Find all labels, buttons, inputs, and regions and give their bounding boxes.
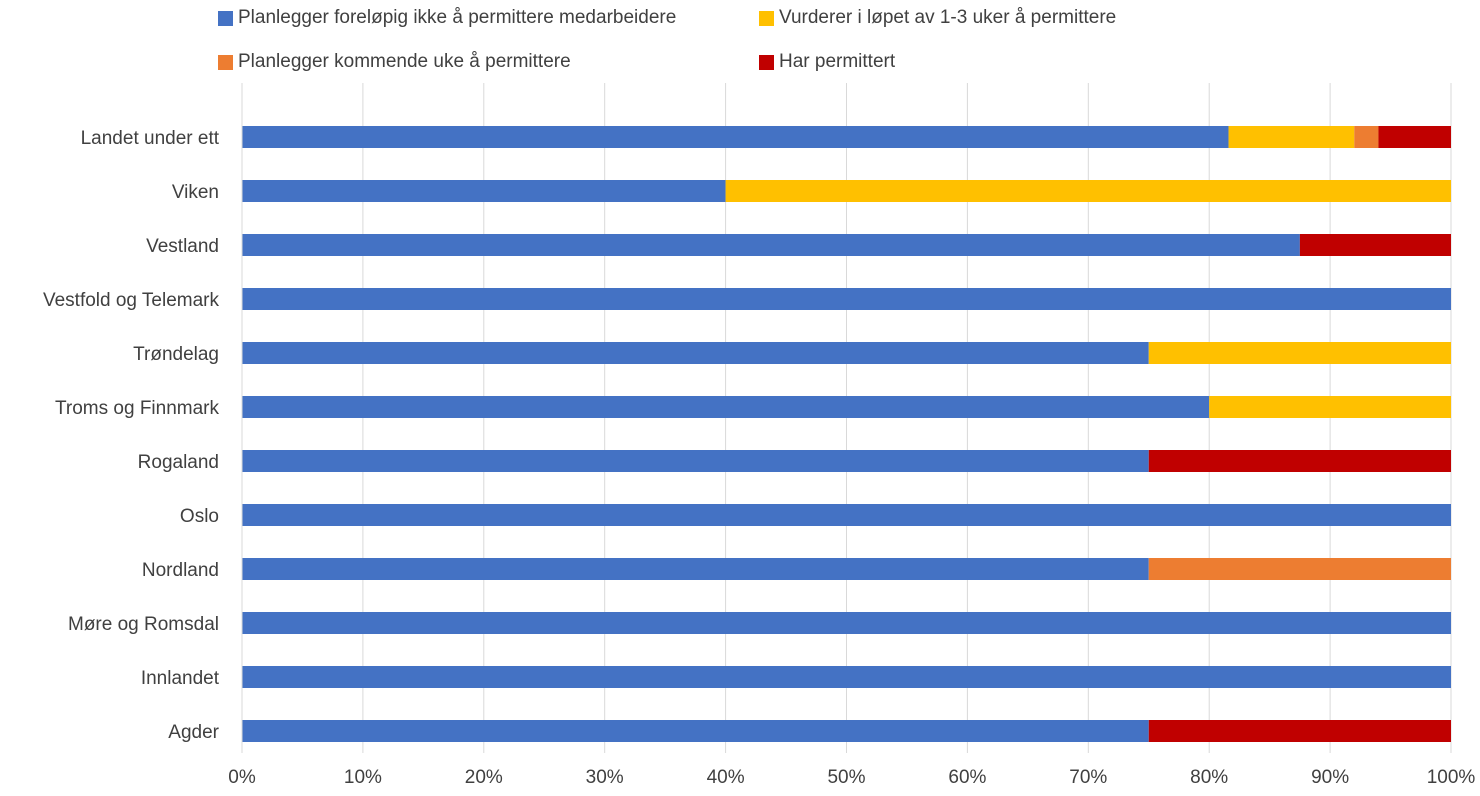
bar-segment: [1148, 450, 1451, 472]
y-tick-label: Vestland: [146, 236, 219, 257]
bar-segment: [242, 126, 1229, 148]
bar-segment: [1354, 126, 1379, 148]
bar-segment: [242, 450, 1149, 472]
y-tick-label: Trøndelag: [133, 344, 219, 365]
bar-segment: [1209, 396, 1451, 418]
bar-segment: [1148, 342, 1451, 364]
x-tick-label: 20%: [465, 767, 503, 788]
y-tick-label: Innlandet: [141, 668, 220, 689]
x-tick-label: 70%: [1069, 767, 1107, 788]
legend-swatch: [759, 10, 774, 26]
legend-swatch: [218, 10, 233, 26]
y-tick-label: Vestfold og Telemark: [43, 290, 220, 311]
x-tick-label: 40%: [707, 767, 745, 788]
y-tick-label: Troms og Finnmark: [55, 398, 219, 419]
x-tick-label: 90%: [1311, 767, 1349, 788]
legend-label: Har permittert: [779, 51, 896, 72]
bar-segment: [242, 288, 1451, 310]
bar-segment: [1148, 558, 1451, 580]
legend-item: Vurderer i løpet av 1-3 uker å permitter…: [759, 7, 1116, 29]
bar-segment: [242, 720, 1149, 742]
x-tick-label: 60%: [948, 767, 986, 788]
y-tick-label: Oslo: [180, 506, 219, 527]
bar-segment: [1378, 126, 1451, 148]
legend-label: Planlegger kommende uke å permittere: [238, 51, 571, 72]
x-tick-label: 100%: [1427, 767, 1476, 788]
bar-segment: [242, 612, 1451, 634]
legend-swatch: [218, 54, 233, 70]
bar-segment: [1148, 720, 1451, 742]
y-tick-label: Møre og Romsdal: [68, 614, 219, 635]
x-tick-label: 50%: [827, 767, 865, 788]
bar-segment: [242, 396, 1210, 418]
bar-segment: [242, 342, 1149, 364]
legend-item: Har permittert: [759, 51, 895, 73]
bar-segment: [242, 558, 1149, 580]
bar-segment: [242, 504, 1451, 526]
y-tick-label: Agder: [168, 722, 219, 743]
y-tick-label: Nordland: [142, 560, 219, 581]
x-tick-label: 10%: [344, 767, 382, 788]
bar-segment: [242, 180, 726, 202]
legend-item: Planlegger foreløpig ikke å permittere m…: [218, 7, 676, 29]
y-tick-label: Viken: [172, 182, 219, 203]
legend-item: Planlegger kommende uke å permittere: [218, 51, 571, 73]
bar-segment: [1299, 234, 1451, 256]
legend-label: Planlegger foreløpig ikke å permittere m…: [238, 7, 677, 28]
bar-segment: [242, 234, 1300, 256]
bar-segment: [242, 666, 1451, 688]
y-tick-label: Rogaland: [138, 452, 219, 473]
x-tick-label: 80%: [1190, 767, 1228, 788]
legend-label: Vurderer i løpet av 1-3 uker å permitter…: [779, 7, 1117, 28]
y-tick-label: Landet under ett: [81, 128, 220, 149]
legend-swatch: [759, 54, 774, 70]
bar-segment: [1228, 126, 1355, 148]
x-tick-label: 30%: [586, 767, 624, 788]
bar-segment: [725, 180, 1451, 202]
x-tick-label: 0%: [228, 767, 256, 788]
